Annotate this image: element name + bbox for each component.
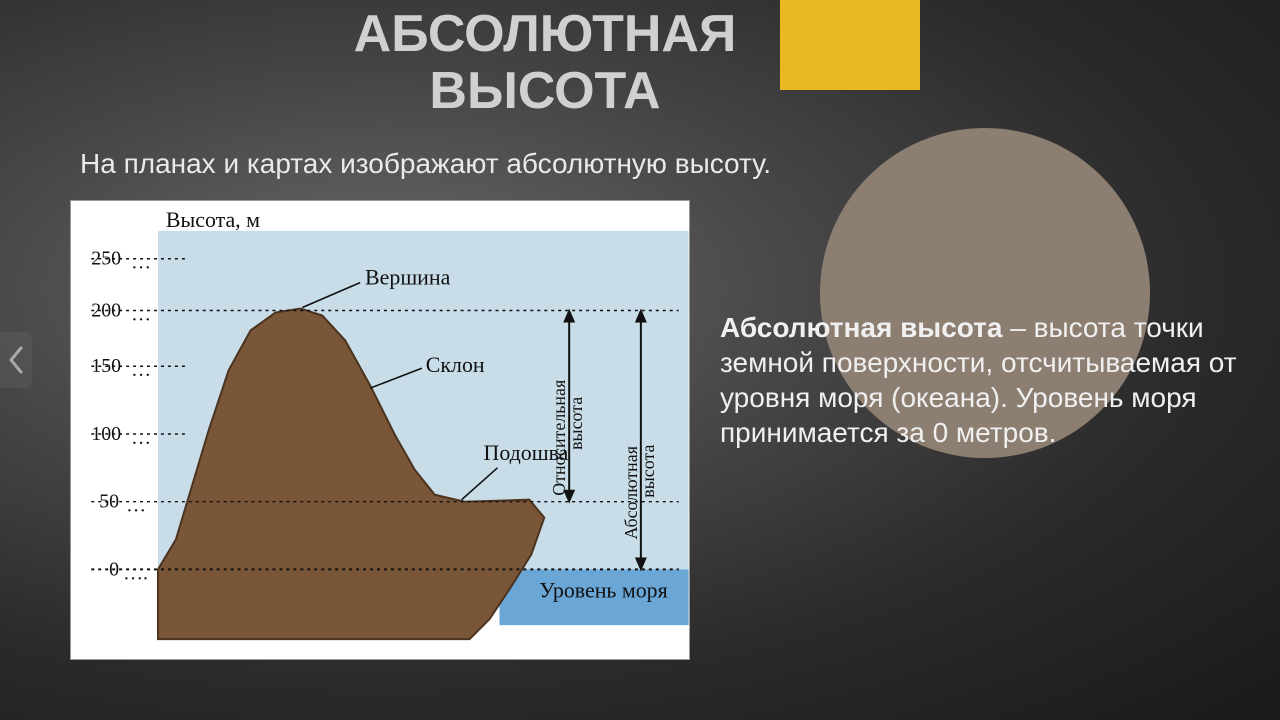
svg-text:…: … xyxy=(131,252,151,274)
ytick-0: 0 xyxy=(109,558,119,580)
axis-title: Высота, м xyxy=(166,207,260,232)
ytick-250: 250 xyxy=(91,248,121,270)
subtitle: На планах и картах изображают абсолютную… xyxy=(80,148,771,180)
page-title: АБСОЛЮТНАЯ ВЫСОТА xyxy=(310,6,780,120)
svg-text:…: … xyxy=(131,359,151,381)
nav-prev-button[interactable] xyxy=(0,332,32,388)
accent-square xyxy=(780,0,920,90)
ytick-200: 200 xyxy=(91,299,121,321)
label-slope: Склон xyxy=(426,352,485,377)
label-relative-2: высота xyxy=(566,397,586,450)
label-sea-level: Уровень моря xyxy=(539,577,667,602)
svg-text:…: … xyxy=(131,303,151,325)
svg-text:…: … xyxy=(126,495,146,517)
ytick-50: 50 xyxy=(99,491,119,513)
svg-text:….: …. xyxy=(123,562,148,584)
svg-text:…: … xyxy=(131,427,151,449)
label-peak: Вершина xyxy=(365,265,451,290)
definition-term: Абсолютная высота xyxy=(720,312,1002,343)
ytick-100: 100 xyxy=(91,423,121,445)
chevron-left-icon xyxy=(7,346,25,374)
elevation-diagram: Высота, м 250 … 200 … 150 … 100 … 50 … 0… xyxy=(70,200,690,660)
ytick-150: 150 xyxy=(91,355,121,377)
definition-text: Абсолютная высота – высота точки земной … xyxy=(720,310,1250,450)
label-absolute-2: высота xyxy=(638,445,658,498)
